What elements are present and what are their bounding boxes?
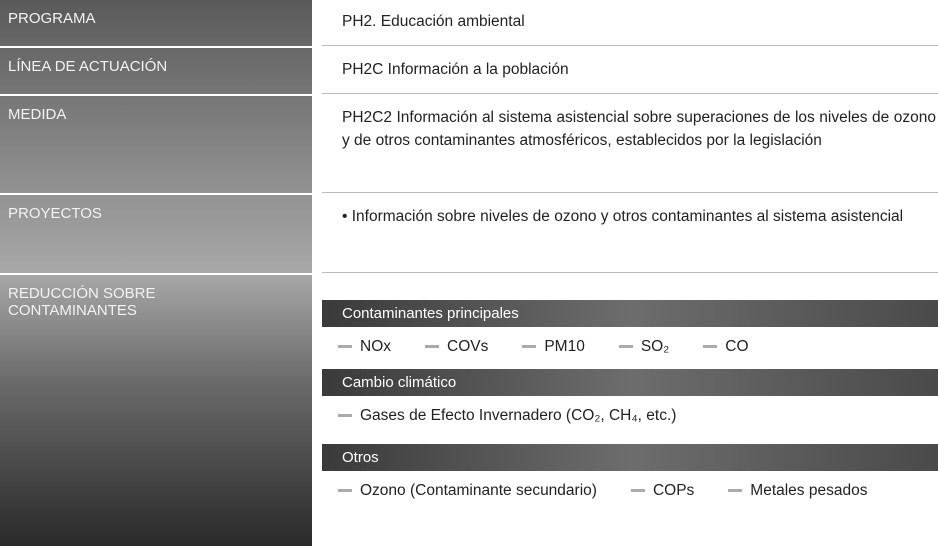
- row-content: PH2. Educación ambiental: [322, 0, 938, 46]
- row-label: PROGRAMA: [0, 0, 312, 46]
- row-content: PH2C2 Información al sistema asistencial…: [322, 96, 938, 193]
- row-content: PH2C Información a la población: [322, 48, 938, 94]
- item: SO₂: [619, 338, 669, 356]
- row-label: LÍNEA DE ACTUACIÓN: [0, 48, 312, 94]
- group-items: Ozono (Contaminante secundario) COPs Metal…: [322, 471, 938, 500]
- group: Cambio climático Gases de Efecto Invernad…: [322, 369, 938, 425]
- item: Ozono (Contaminante secundario): [338, 482, 597, 500]
- item: PM10: [522, 338, 585, 356]
- item: COPs: [631, 482, 694, 500]
- group: Contaminantes principales NOx COVs PM10 SO₂ C…: [322, 300, 938, 356]
- item: NOx: [338, 338, 391, 356]
- item: CO: [703, 338, 748, 356]
- item: COVs: [425, 338, 488, 356]
- group-title: Cambio climático: [322, 369, 938, 396]
- group-title: Otros: [322, 444, 938, 471]
- group-title: Contaminantes principales: [322, 300, 938, 327]
- row-label: REDUCCIÓN SOBRE CONTAMINANTES: [0, 275, 312, 546]
- item: Metales pesados: [728, 482, 867, 500]
- row-content: • Información sobre niveles de ozono y o…: [322, 195, 938, 273]
- item: Gases de Efecto Invernadero (CO₂, CH₄, e…: [338, 407, 676, 425]
- group-items: NOx COVs PM10 SO₂ CO: [322, 327, 938, 356]
- row-label: MEDIDA: [0, 96, 312, 193]
- group-items: Gases de Efecto Invernadero (CO₂, CH₄, e…: [322, 396, 938, 425]
- group: Otros Ozono (Contaminante secundario) COPs…: [322, 444, 938, 500]
- row-label: PROYECTOS: [0, 195, 312, 273]
